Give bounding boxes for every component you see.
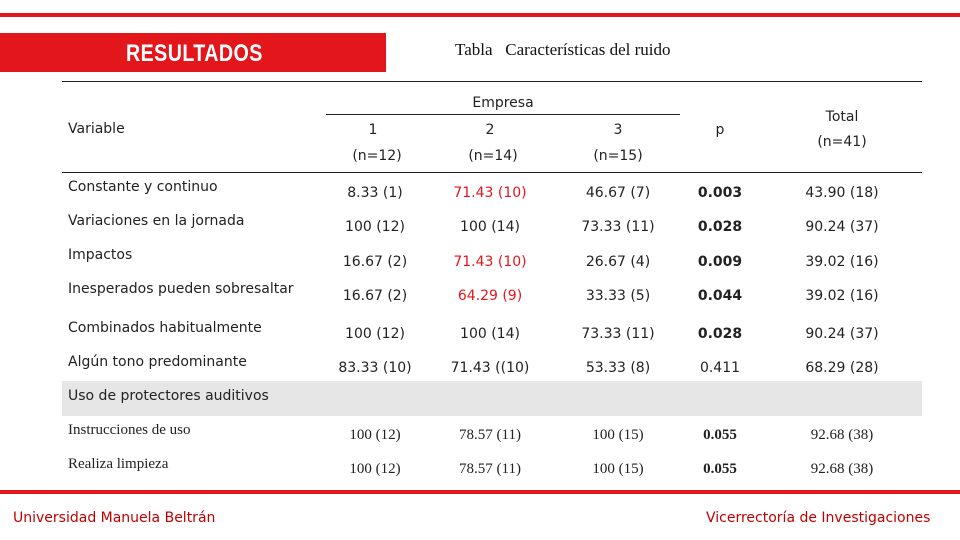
- row-total: 43.90 (18): [805, 185, 879, 201]
- row-col2: 100 (14): [460, 326, 520, 342]
- row-col3: 73.33 (11): [581, 326, 655, 342]
- row-p: 0.009: [697, 254, 743, 270]
- header-col1: 1: [368, 122, 378, 138]
- row-col2: 71.43 ((10): [450, 360, 530, 376]
- row-total: 90.24 (37): [805, 219, 879, 235]
- section-label: RESULTADOS: [126, 40, 263, 67]
- header-empresa: Empresa: [472, 95, 534, 111]
- section-row: Uso de protectores auditivos: [62, 381, 922, 416]
- row-total: 92.68 (38): [810, 461, 874, 477]
- top-accent-bar: [0, 13, 960, 17]
- row-label: Instrucciones de uso: [68, 422, 191, 438]
- row-col1: 100 (12): [345, 219, 405, 235]
- table-title: Tabla Características del ruido: [455, 40, 671, 59]
- row-col3: 73.33 (11): [581, 219, 655, 235]
- row-p: 0.044: [697, 288, 743, 304]
- row-label: Inesperados pueden sobresaltar: [68, 281, 294, 297]
- table-top-rule: [62, 81, 922, 82]
- row-col3: 26.67 (4): [585, 254, 651, 270]
- header-col3: 3: [613, 122, 623, 138]
- row-col3: 100 (15): [592, 461, 644, 477]
- row-total: 92.68 (38): [810, 427, 874, 443]
- row-p: 0.028: [697, 326, 743, 342]
- row-total: 39.02 (16): [805, 288, 879, 304]
- row-col3: 33.33 (5): [585, 288, 651, 304]
- row-col1: 100 (12): [349, 427, 401, 443]
- row-col3: 100 (15): [592, 427, 644, 443]
- row-total: 90.24 (37): [805, 326, 879, 342]
- row-label: Impactos: [68, 247, 133, 263]
- row-col2: 64.29 (9): [457, 288, 523, 304]
- row-p: 0.003: [697, 185, 743, 201]
- section-row-label: Uso de protectores auditivos: [68, 388, 269, 404]
- row-col1: 8.33 (1): [347, 185, 403, 201]
- row-p: 0.411: [699, 360, 741, 376]
- header-variable: Variable: [68, 121, 125, 137]
- footer-university: Universidad Manuela Beltrán: [13, 510, 216, 526]
- row-col3: 53.33 (8): [585, 360, 651, 376]
- header-col2: 2: [485, 122, 495, 138]
- row-col1: 83.33 (10): [338, 360, 412, 376]
- row-label: Algún tono predominante: [68, 354, 247, 370]
- row-p: 0.055: [703, 427, 737, 443]
- row-p: 0.028: [697, 219, 743, 235]
- row-col2: 78.57 (11): [459, 427, 521, 443]
- row-col1: 16.67 (2): [342, 254, 408, 270]
- row-total: 39.02 (16): [805, 254, 879, 270]
- row-col2: 100 (14): [460, 219, 520, 235]
- row-total: 68.29 (28): [805, 360, 879, 376]
- row-label: Constante y continuo: [68, 179, 218, 195]
- header-p: p: [715, 122, 725, 138]
- row-p: 0.055: [703, 461, 737, 477]
- row-label: Realiza limpieza: [68, 456, 169, 472]
- header-col3-n: (n=15): [593, 148, 643, 164]
- section-banner: RESULTADOS: [0, 33, 386, 72]
- row-col3: 46.67 (7): [585, 185, 651, 201]
- footer-department: Vicerrectoría de Investigaciones: [706, 510, 931, 526]
- row-col1: 100 (12): [345, 326, 405, 342]
- header-total-n: (n=41): [817, 134, 867, 150]
- empresa-underline: [326, 114, 680, 115]
- row-col1: 100 (12): [349, 461, 401, 477]
- header-col2-n: (n=14): [468, 148, 518, 164]
- row-label: Combinados habitualmente: [68, 320, 262, 336]
- row-col2: 71.43 (10): [453, 185, 527, 201]
- bottom-accent-bar: [0, 490, 960, 494]
- header-bottom-rule: [62, 172, 922, 173]
- row-col1: 16.67 (2): [342, 288, 408, 304]
- row-label: Variaciones en la jornada: [68, 213, 245, 229]
- row-col2: 71.43 (10): [453, 254, 527, 270]
- header-total: Total: [825, 109, 859, 125]
- header-col1-n: (n=12): [352, 148, 402, 164]
- row-col2: 78.57 (11): [459, 461, 521, 477]
